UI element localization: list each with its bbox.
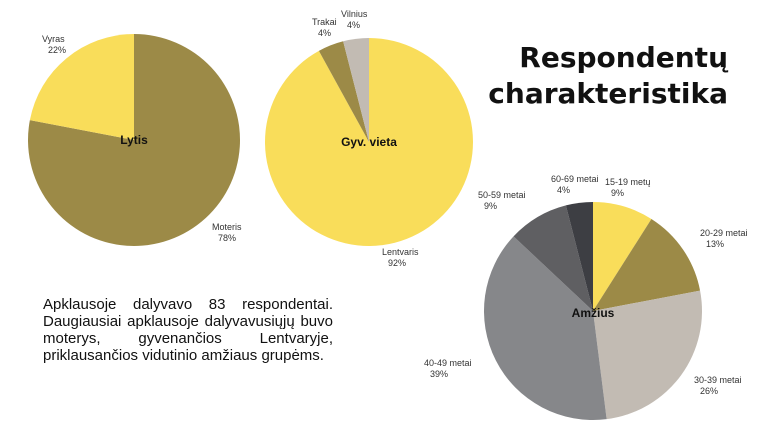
slice-label-60-69-metai: 60-69 metai 4% bbox=[551, 174, 599, 195]
page-title: Respondentų charakteristika bbox=[468, 40, 728, 112]
pie-slice-trakai bbox=[318, 41, 369, 142]
pie-chart-amzius: 15-19 metų 9% 20-29 metai 13% 30-39 metai 26%… bbox=[424, 174, 748, 421]
summary-text: Apklausoje dalyvavo 83 respondentai. Dau… bbox=[43, 296, 333, 364]
slice-label-vilnius: Vilnius 4% bbox=[341, 9, 368, 30]
slice-label-50-59-metai: 50-59 metai 9% bbox=[478, 190, 526, 211]
pie-title-gyv-vieta: Gyv. vieta bbox=[341, 135, 397, 149]
pie-chart-lytis: Moteris 78% Vyras 22% Lytis bbox=[28, 34, 242, 246]
slice-label-moteris: Moteris 78% bbox=[212, 222, 242, 243]
slice-label-30-39-metai: 30-39 metai 26% bbox=[694, 375, 742, 396]
pie-chart-gyv-vieta: Lentvaris 92% Trakai 4%Vilnius 4% Gyv. vieta bbox=[264, 9, 473, 268]
pie-slice-60-69-metai bbox=[565, 202, 593, 311]
slice-label-40-49-metai: 40-49 metai 39% bbox=[424, 358, 472, 379]
title-line-2: charakteristika bbox=[488, 77, 728, 110]
pie-slice-vyras bbox=[29, 34, 135, 140]
title-line-1: Respondentų bbox=[519, 41, 728, 74]
slice-label-vyras: Vyras 22% bbox=[42, 34, 66, 55]
pie-slice-moteris bbox=[28, 34, 241, 246]
slice-label-lentvaris: Lentvaris 92% bbox=[382, 247, 419, 268]
pie-title-lytis: Lytis bbox=[120, 133, 148, 147]
slice-label-15-19-metu: 15-19 metų 9% bbox=[605, 177, 651, 198]
pie-slice-40-49-metai bbox=[483, 236, 607, 421]
pie-slice-lentvaris bbox=[264, 38, 473, 247]
pie-slice-15-19-metu bbox=[593, 202, 652, 311]
pie-title-amzius: Amžius bbox=[572, 306, 615, 320]
slice-label-20-29-metai: 20-29 metai 13% bbox=[700, 228, 748, 249]
pie-slice-30-39-metai bbox=[593, 290, 702, 420]
slice-label-trakai: Trakai 4% bbox=[312, 17, 337, 38]
pie-slice-vilnius bbox=[343, 38, 369, 142]
pie-slice-20-29-metai bbox=[593, 218, 701, 311]
pie-slice-50-59-metai bbox=[513, 205, 593, 311]
